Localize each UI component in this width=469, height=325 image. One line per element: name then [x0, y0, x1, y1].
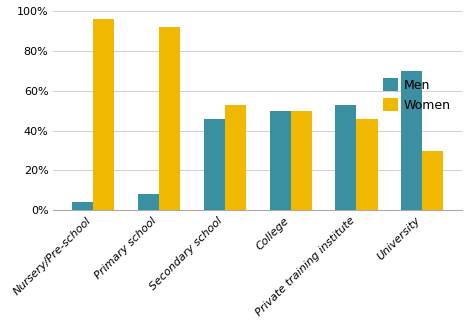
Bar — [72, 202, 93, 210]
Bar — [356, 119, 378, 210]
Bar — [291, 111, 312, 210]
Legend: Men, Women: Men, Women — [378, 73, 456, 117]
Bar — [401, 71, 423, 210]
Bar — [225, 105, 246, 210]
Bar — [335, 105, 356, 210]
Bar — [93, 19, 114, 210]
Bar — [204, 119, 225, 210]
Bar — [270, 111, 291, 210]
Bar — [159, 27, 180, 210]
Bar — [423, 150, 444, 210]
Bar — [138, 194, 159, 210]
